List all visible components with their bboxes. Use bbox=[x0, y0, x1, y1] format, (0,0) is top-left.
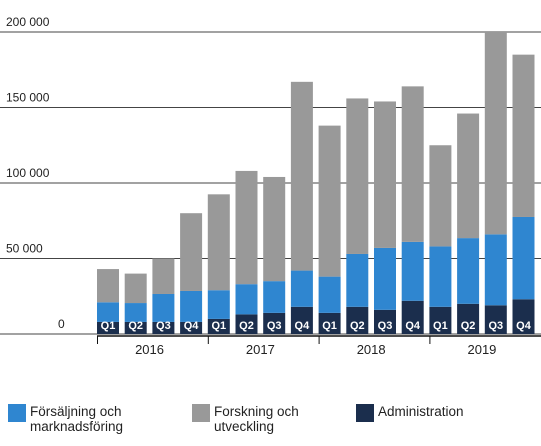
x-tick-label: Q1 bbox=[433, 320, 448, 332]
bar-segment bbox=[235, 314, 258, 334]
legend-item: Administration bbox=[356, 404, 526, 422]
bar-segment bbox=[318, 276, 341, 313]
x-tick-label: Q3 bbox=[378, 320, 393, 332]
bar-segment bbox=[152, 321, 175, 334]
x-tick-label: Q3 bbox=[156, 320, 171, 332]
y-tick-label: 50 000 bbox=[6, 242, 43, 256]
bar-segment bbox=[374, 247, 396, 310]
x-tick-label: Q4 bbox=[295, 320, 311, 332]
y-tick-label: 100 000 bbox=[6, 166, 50, 180]
bar-segment bbox=[429, 145, 452, 247]
x-tick-label: Q4 bbox=[184, 320, 200, 332]
bar-segment bbox=[457, 238, 480, 304]
x-tick-label: Q4 bbox=[405, 320, 421, 332]
x-tick-label: Q1 bbox=[211, 320, 226, 332]
bar-segment bbox=[290, 306, 313, 334]
bar-segment bbox=[97, 302, 119, 322]
bar-segment bbox=[207, 194, 230, 291]
legend-swatch bbox=[356, 404, 374, 422]
bar-segment bbox=[290, 81, 313, 271]
bar-segment bbox=[152, 293, 175, 322]
year-label: 2017 bbox=[246, 342, 275, 357]
x-tick-label: Q1 bbox=[101, 320, 116, 332]
x-tick-label: Q1 bbox=[322, 320, 337, 332]
legend-item: Försäljning och marknadsföring bbox=[8, 404, 138, 434]
bar-segment bbox=[457, 113, 480, 239]
bar-segment bbox=[124, 321, 147, 334]
bar-segment bbox=[124, 303, 147, 322]
bar-segment bbox=[429, 306, 452, 334]
legend-label: Administration bbox=[378, 404, 464, 419]
bar-segment bbox=[346, 306, 369, 334]
bar-segment bbox=[180, 290, 203, 322]
bar-segment bbox=[235, 170, 258, 285]
bar-segment bbox=[346, 253, 369, 307]
bar-segment bbox=[374, 309, 396, 334]
bar-segment bbox=[263, 176, 286, 282]
x-tick-label: Q3 bbox=[488, 320, 503, 332]
bar-segment bbox=[318, 125, 341, 277]
bar-segment bbox=[263, 281, 286, 313]
legend-label: Försäljning och marknadsföring bbox=[30, 404, 124, 434]
y-tick-label: 200 000 bbox=[6, 15, 50, 29]
bar-segment bbox=[512, 216, 535, 300]
bar-segment bbox=[512, 54, 535, 217]
x-tick-label: Q2 bbox=[461, 320, 476, 332]
bar-segment bbox=[97, 269, 119, 303]
bar-segment bbox=[401, 241, 424, 301]
bar-segment bbox=[346, 98, 369, 254]
legend-swatch bbox=[192, 404, 210, 422]
x-tick-label: Q2 bbox=[350, 320, 365, 332]
bar-segment bbox=[401, 300, 424, 334]
legend-label: Forskning och utveckling bbox=[214, 404, 299, 434]
bar-segment bbox=[97, 321, 119, 334]
bar-segment bbox=[207, 318, 230, 334]
bar-segment bbox=[318, 312, 341, 334]
x-tick-label: Q2 bbox=[239, 320, 254, 332]
bar-segment bbox=[152, 258, 175, 294]
legend-item: Forskning och utveckling bbox=[192, 404, 322, 434]
chart: 0 50 000 100 000 150 000 200 000 Q1 Q2 Q3 Q4 Q1 Q2… bbox=[0, 15, 541, 357]
bar-segment bbox=[263, 312, 286, 334]
bar-segment bbox=[290, 270, 313, 307]
bar-segment bbox=[429, 246, 452, 307]
bar-segment bbox=[457, 303, 480, 334]
bar-segment bbox=[374, 101, 396, 248]
bar-segment bbox=[235, 284, 258, 315]
legend-swatch bbox=[8, 404, 26, 422]
year-label: 2019 bbox=[467, 342, 496, 357]
x-tick-label: Q3 bbox=[267, 320, 282, 332]
bar-segment bbox=[180, 321, 203, 334]
year-label: 2016 bbox=[135, 342, 164, 357]
year-label: 2018 bbox=[357, 342, 386, 357]
bar-segment bbox=[180, 213, 203, 291]
bar-segment bbox=[484, 234, 507, 306]
bar-segment bbox=[512, 299, 535, 334]
bar-segment bbox=[401, 86, 424, 242]
y-tick-label: 0 bbox=[58, 317, 65, 331]
bar-segment bbox=[484, 32, 507, 235]
x-tick-label: Q4 bbox=[516, 320, 532, 332]
bar-segment bbox=[124, 273, 147, 304]
bar-segment bbox=[484, 305, 507, 334]
x-tick-label: Q2 bbox=[128, 320, 143, 332]
bar-segment bbox=[207, 290, 230, 319]
y-tick-label: 150 000 bbox=[6, 91, 50, 105]
